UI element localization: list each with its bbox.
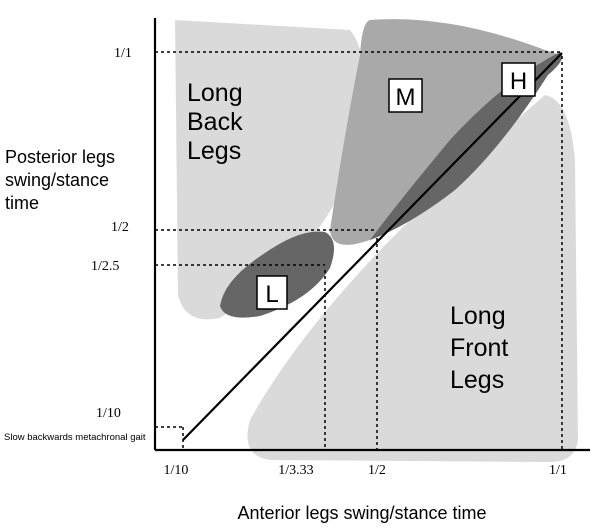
low-region — [220, 231, 334, 318]
y-tick-1-1: 1/1 — [114, 46, 132, 61]
low-label: L — [265, 281, 278, 308]
low-label-box — [256, 275, 288, 310]
long-back-legs-line-3: Legs — [187, 137, 241, 165]
long-front-legs-region — [247, 95, 578, 462]
long-front-legs-line-3: Legs — [450, 366, 504, 394]
y-axis-label-line-1: Posterior legs — [5, 147, 115, 167]
x-tick-1-2: 1/2 — [368, 463, 386, 478]
y-tick-1-2-5: 1/2.5 — [91, 259, 119, 274]
guide-lines — [155, 51, 563, 450]
y-tick-1-10: 1/10 — [96, 406, 121, 421]
x-tick-1-1: 1/1 — [549, 463, 567, 478]
diagonal-line — [182, 52, 563, 441]
x-tick-1-10: 1/10 — [164, 463, 189, 478]
y-axis-label-line-2: swing/stance — [5, 170, 109, 190]
slow-gait-annotation: Slow backwards metachronal gait — [4, 432, 146, 443]
medium-label: M — [396, 84, 416, 111]
high-label-box — [501, 62, 536, 97]
y-tick-1-2: 1/2 — [111, 220, 129, 235]
long-back-legs-line-1: Long — [187, 79, 243, 107]
medium-label-box — [388, 78, 423, 113]
high-label: H — [510, 68, 527, 95]
high-region — [370, 52, 563, 240]
x-tick-1-3-33: 1/3.33 — [278, 463, 313, 478]
x-axis-label: Anterior legs swing/stance time — [237, 503, 486, 523]
long-front-legs-line-2: Front — [450, 334, 508, 362]
y-axis-label-line-3: time — [5, 193, 39, 213]
long-back-legs-region — [175, 20, 365, 320]
long-front-legs-line-1: Long — [450, 302, 506, 330]
long-back-legs-line-2: Back — [187, 108, 243, 136]
